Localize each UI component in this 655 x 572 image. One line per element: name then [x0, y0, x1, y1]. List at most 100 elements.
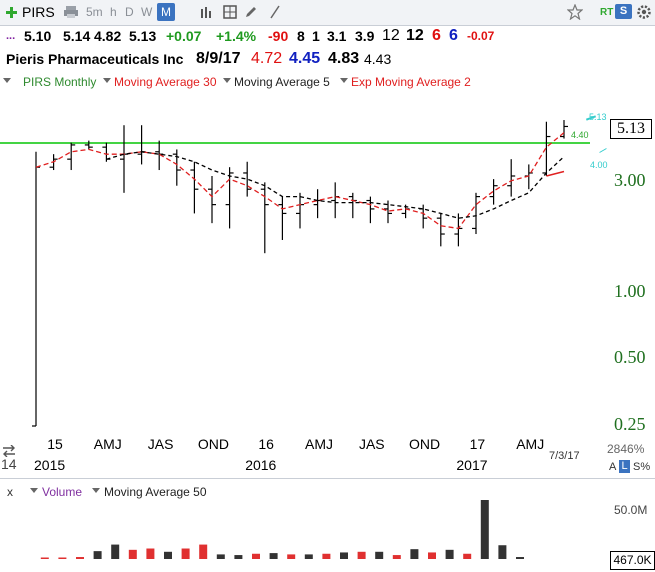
legend-main-dropdown-icon[interactable]: [3, 78, 11, 83]
add-symbol-icon[interactable]: [4, 3, 18, 21]
volume-legend[interactable]: Volume: [42, 485, 83, 499]
quote-prefix: ...: [6, 30, 16, 42]
volume-bar-12: [252, 553, 260, 559]
volume-close-button[interactable]: x: [7, 485, 13, 499]
timeframe-w[interactable]: W: [141, 5, 153, 19]
date-axis-label-6: JAS: [358, 436, 385, 452]
volume-bar-4: [111, 544, 120, 559]
price-tick-025: 0.25: [614, 414, 646, 434]
date-axis-year-2016: 2016: [245, 457, 277, 473]
volume-axis-50m: 50.0M: [614, 503, 648, 517]
volume-dropdown-icon[interactable]: [30, 488, 38, 493]
ohlc-bar-2016-12: [436, 213, 445, 247]
volume-ma50-legend[interactable]: Moving Average 50: [104, 485, 207, 499]
volume-pane-divider: [0, 478, 655, 479]
quote-date: 8/9/17: [196, 50, 241, 67]
quote-open: 5.10: [24, 28, 52, 44]
pencil-icon[interactable]: [243, 3, 259, 21]
ohlc-bar-2015-03: [67, 142, 76, 171]
grid-icon[interactable]: [222, 3, 238, 21]
volume-bar-19: [375, 551, 384, 559]
ohlc-bar-2017-04: [507, 159, 516, 197]
legend-ma30-dropdown-icon[interactable]: [103, 78, 111, 83]
quote-v9: 6: [449, 27, 458, 44]
printer-icon[interactable]: [62, 3, 80, 21]
line-tool-icon[interactable]: [268, 3, 282, 21]
scale-a-button[interactable]: A: [609, 461, 617, 473]
swap-arrows-icon[interactable]: [1, 444, 17, 462]
timeframe-h[interactable]: h: [110, 5, 117, 19]
star-icon[interactable]: [566, 3, 584, 21]
date-axis-14: 14: [1, 456, 17, 472]
ohlc-bar-2015-10: [190, 161, 199, 214]
ohlc-bar-2016-09: [384, 200, 392, 224]
symbol-input[interactable]: [22, 3, 56, 20]
volume-ma50-dropdown-icon[interactable]: [92, 488, 100, 493]
annotation-513: 5.13: [589, 112, 607, 122]
timeframe-m[interactable]: M: [157, 3, 175, 21]
date-axis-label-5: AMJ: [305, 436, 333, 452]
ohlc-bars: [32, 120, 568, 427]
info-n2: 4.45: [289, 50, 321, 67]
ohlc-bar-2015-12: [225, 167, 234, 229]
ohlc-bar-2016-07: [348, 192, 357, 219]
legend-ma30[interactable]: Moving Average 30: [114, 75, 217, 89]
scale-s-pct-button[interactable]: S%: [633, 461, 651, 473]
ohlc-bar-2016-03: [278, 196, 287, 240]
legend-ma5-dropdown-icon[interactable]: [223, 78, 231, 83]
legend-ema2[interactable]: Exp Moving Average 2: [351, 75, 471, 89]
price-tick-3: 3.00: [614, 170, 646, 190]
volume-bar-0: [40, 557, 49, 559]
s-button[interactable]: S: [615, 4, 632, 19]
legend-ema2-dropdown-icon[interactable]: [340, 78, 348, 83]
volume-chart: [40, 500, 524, 559]
scale-l-button[interactable]: L: [619, 460, 630, 473]
quote-v1: -90: [268, 28, 289, 44]
quote-v7: 12: [406, 27, 424, 44]
volume-bar-21: [410, 549, 419, 559]
quote-high: 5.14: [63, 28, 91, 44]
ohlc-bar-2017-07: [560, 120, 568, 139]
volume-bar-3: [93, 551, 102, 559]
info-n3: 4.83: [328, 50, 360, 67]
ohlc-bar-2015-11: [208, 175, 216, 224]
volume-bar-20: [392, 555, 401, 559]
date-axis-label-0: 15: [47, 436, 63, 452]
volume-bar-24: [463, 553, 472, 559]
volume-bar-10: [216, 554, 225, 559]
quote-v10: -0.07: [467, 29, 495, 43]
date-axis-year-2015: 2015: [34, 457, 66, 473]
bar-chart-icon[interactable]: [199, 3, 215, 21]
quote-v6: 12: [382, 27, 400, 44]
timeframe-5m[interactable]: 5m: [86, 5, 103, 19]
volume-bar-2: [76, 557, 84, 559]
volume-bar-1: [58, 557, 67, 559]
legend-main[interactable]: PIRS Monthly: [23, 75, 97, 89]
timeframe-d[interactable]: D: [125, 5, 134, 19]
price-tick-1: 1.00: [614, 281, 646, 301]
date-axis-label-4: 16: [258, 436, 274, 452]
annotation-440: 4.40: [571, 130, 589, 140]
volume-bar-15: [304, 554, 313, 559]
volume-bar-8: [181, 548, 190, 559]
ohlc-bar-2017-06: [542, 121, 551, 176]
volume-bars: [40, 500, 524, 559]
date-axis-year-2017: 2017: [456, 457, 488, 473]
settings-gear-icon[interactable]: [634, 3, 654, 21]
volume-bar-7: [164, 551, 172, 559]
date-axis-label-3: OND: [197, 436, 229, 452]
volume-bar-25: [480, 500, 489, 559]
date-axis-label-8: 17: [469, 436, 486, 452]
info-n1: 4.72: [251, 50, 283, 67]
quote-last: 5.13: [129, 28, 157, 44]
ohlc-bar-2016-08: [366, 196, 375, 224]
quote-change-pct: +1.4%: [216, 28, 257, 44]
date-axis-right: 7/3/17: [549, 450, 580, 462]
volume-bar-22: [428, 552, 436, 559]
quote-v8: 6: [432, 27, 441, 44]
pct-change-label: 2846%: [607, 442, 645, 456]
last-price-box: 5.13: [610, 119, 652, 139]
legend-ma5[interactable]: Moving Average 5: [234, 75, 330, 89]
ohlc-bar-2015-09: [172, 149, 181, 186]
